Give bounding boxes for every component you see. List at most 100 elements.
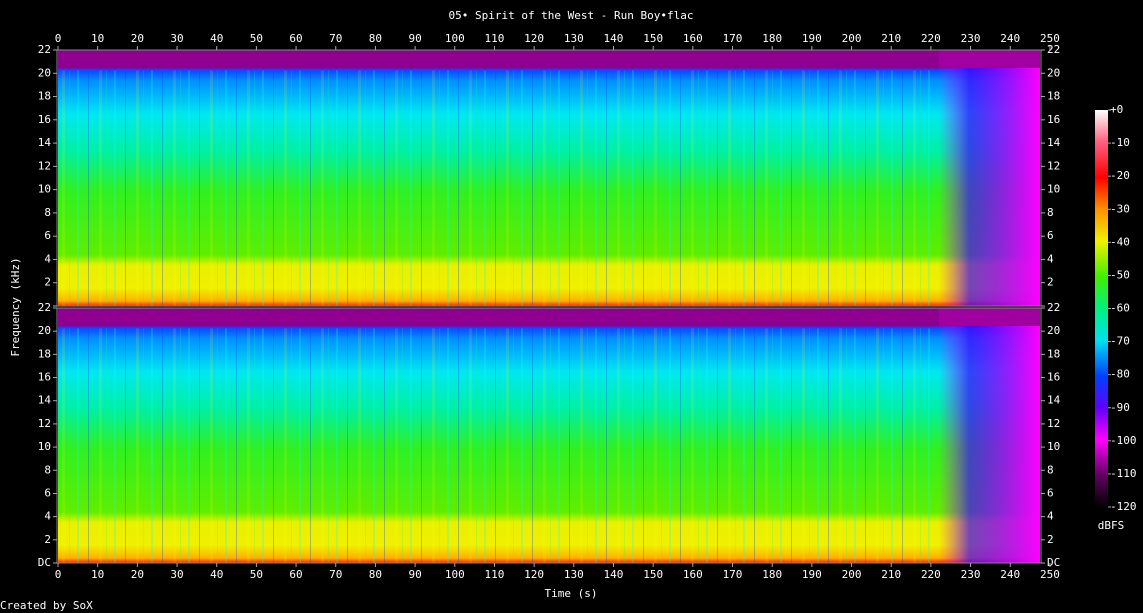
x-tick-label-top: 210 xyxy=(881,32,901,45)
x-tick-label: 30 xyxy=(170,568,183,581)
x-tick-label-top: 230 xyxy=(961,32,981,45)
y2-tick-label: 20 xyxy=(1047,324,1060,337)
x-tick-label: 180 xyxy=(762,568,782,581)
y2-tick-label: 2 xyxy=(1047,276,1054,289)
y2-tick-label: 4 xyxy=(1047,252,1054,265)
x-tick-label-top: 110 xyxy=(485,32,505,45)
y2-tick-label: 8 xyxy=(1047,206,1054,219)
spectrogram-top-band xyxy=(938,50,1040,68)
y2-tick-label: 4 xyxy=(1047,510,1054,523)
y2-tick-label: 8 xyxy=(1047,463,1054,476)
y-tick-label: 12 xyxy=(38,417,51,430)
colorbar-tick-label: -70 xyxy=(1110,335,1130,348)
y-tick-label: 20 xyxy=(38,324,51,337)
x-tick-label-top: 50 xyxy=(250,32,263,45)
x-tick-label: 20 xyxy=(131,568,144,581)
y2-tick-label: 10 xyxy=(1047,440,1060,453)
colorbar-tick-label: -80 xyxy=(1110,368,1130,381)
x-axis-label: Time (s) xyxy=(545,587,598,600)
y-tick-label: 12 xyxy=(38,159,51,172)
y2-tick-label: 14 xyxy=(1047,394,1061,407)
x-tick-label-top: 10 xyxy=(91,32,104,45)
y-tick-label: 10 xyxy=(38,183,51,196)
x-tick-label: 100 xyxy=(445,568,465,581)
x-tick-label: 130 xyxy=(564,568,584,581)
colorbar-tick-label: -50 xyxy=(1110,268,1130,281)
y2-tick-label: 6 xyxy=(1047,229,1054,242)
y2-tick-label: 2 xyxy=(1047,533,1054,546)
y-tick-label: 16 xyxy=(38,371,51,384)
y-tick-label: 6 xyxy=(44,229,51,242)
x-tick-label-top: 250 xyxy=(1040,32,1060,45)
x-tick-label-top: 80 xyxy=(369,32,382,45)
y2-tick-label: 16 xyxy=(1047,113,1060,126)
plot-frame xyxy=(56,49,1042,307)
spectrogram-texture xyxy=(58,70,931,306)
x-tick-label-top: 200 xyxy=(842,32,862,45)
y2-tick-label: 6 xyxy=(1047,486,1054,499)
colorbar xyxy=(1095,110,1108,507)
colorbar-tick-label: -100 xyxy=(1110,434,1137,447)
footer: Created by SoX xyxy=(0,599,93,612)
x-tick-label-top: 0 xyxy=(55,32,62,45)
x-tick-label: 190 xyxy=(802,568,822,581)
x-tick-label: 200 xyxy=(842,568,862,581)
x-tick-label: 230 xyxy=(961,568,981,581)
colorbar-tick-label: -20 xyxy=(1110,169,1130,182)
x-tick-label: 210 xyxy=(881,568,901,581)
x-tick-label: 110 xyxy=(485,568,505,581)
y2-tick-label: 10 xyxy=(1047,183,1060,196)
x-tick-label-top: 90 xyxy=(408,32,421,45)
x-tick-label: 120 xyxy=(524,568,544,581)
spectrogram-fade xyxy=(938,67,1040,306)
colorbar-tick-label: -110 xyxy=(1110,467,1137,480)
y2-tick-label: 16 xyxy=(1047,371,1060,384)
y-tick-label: 22 xyxy=(38,43,51,56)
x-tick-label: 70 xyxy=(329,568,342,581)
colorbar-tick-label: -10 xyxy=(1110,136,1130,149)
y-tick-label: 4 xyxy=(44,252,51,265)
colorbar-label: dBFS xyxy=(1098,519,1125,532)
y-tick-label: 8 xyxy=(44,206,51,219)
x-tick-label: 40 xyxy=(210,568,223,581)
y-tick-label: 14 xyxy=(38,136,52,149)
x-tick-label-top: 160 xyxy=(683,32,703,45)
plot-frame xyxy=(56,307,1042,564)
x-tick-label-top: 170 xyxy=(723,32,743,45)
x-tick-label-top: 40 xyxy=(210,32,223,45)
x-tick-label: 60 xyxy=(289,568,302,581)
x-tick-label-top: 120 xyxy=(524,32,544,45)
colorbar-tick-label: -60 xyxy=(1110,302,1130,315)
y2-tick-label: 12 xyxy=(1047,159,1060,172)
x-tick-label: 220 xyxy=(921,568,941,581)
y-tick-label: 16 xyxy=(38,113,51,126)
y-tick-label: DC xyxy=(38,556,51,569)
y2-tick-label: 14 xyxy=(1047,136,1061,149)
spectrogram-top-band xyxy=(938,308,1040,326)
spectrogram-fade xyxy=(938,325,1040,563)
x-tick-label-top: 190 xyxy=(802,32,822,45)
y2-tick-label: 20 xyxy=(1047,66,1060,79)
colorbar-tick-label: -30 xyxy=(1110,202,1130,215)
y-tick-label: 2 xyxy=(44,533,51,546)
x-tick-label-top: 150 xyxy=(643,32,663,45)
x-tick-label: 140 xyxy=(604,568,624,581)
x-tick-label: 80 xyxy=(369,568,382,581)
y-tick-label: 4 xyxy=(44,510,51,523)
x-tick-label: 170 xyxy=(723,568,743,581)
y-axis-label: Frequency (kHz) xyxy=(9,257,22,356)
colorbar-tick-label: -40 xyxy=(1110,235,1130,248)
x-tick-label-top: 220 xyxy=(921,32,941,45)
chart-title: 05• Spirit of the West - Run Boy•flac xyxy=(448,9,693,22)
y2-tick-label: 22 xyxy=(1047,301,1060,314)
y-tick-label: 18 xyxy=(38,90,51,103)
y-tick-label: 6 xyxy=(44,486,51,499)
y2-tick-label: 18 xyxy=(1047,90,1060,103)
x-tick-label-top: 70 xyxy=(329,32,342,45)
colorbar-tick-label: -90 xyxy=(1110,401,1130,414)
x-tick-label-top: 140 xyxy=(604,32,624,45)
x-tick-label: 50 xyxy=(250,568,263,581)
y2-tick-label: 12 xyxy=(1047,417,1060,430)
y-tick-label: 22 xyxy=(38,301,51,314)
